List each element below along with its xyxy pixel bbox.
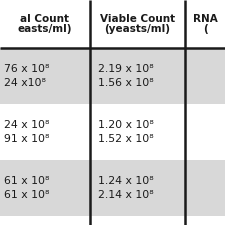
Bar xyxy=(0,48,225,104)
Text: 76 x 10⁸: 76 x 10⁸ xyxy=(4,65,49,74)
Text: 61 x 10⁸: 61 x 10⁸ xyxy=(4,189,49,200)
Text: (: ( xyxy=(203,25,207,34)
Bar xyxy=(0,160,225,216)
Text: 61 x 10⁸: 61 x 10⁸ xyxy=(4,176,49,187)
Text: 1.52 x 10⁸: 1.52 x 10⁸ xyxy=(98,133,154,144)
Text: 24 x 10⁸: 24 x 10⁸ xyxy=(4,121,49,130)
Text: 1.24 x 10⁸: 1.24 x 10⁸ xyxy=(98,176,154,187)
Text: RNA: RNA xyxy=(193,14,217,23)
Bar xyxy=(0,104,225,160)
Text: (yeasts/ml): (yeasts/ml) xyxy=(104,25,171,34)
Text: 2.19 x 10⁸: 2.19 x 10⁸ xyxy=(98,65,154,74)
Text: easts/ml): easts/ml) xyxy=(18,25,72,34)
Text: 24 x10⁸: 24 x10⁸ xyxy=(4,77,46,88)
Text: 1.56 x 10⁸: 1.56 x 10⁸ xyxy=(98,77,154,88)
Text: 1.20 x 10⁸: 1.20 x 10⁸ xyxy=(98,121,154,130)
Bar xyxy=(0,0,225,48)
Text: Viable Count: Viable Count xyxy=(100,14,175,23)
Text: al Count: al Count xyxy=(20,14,70,23)
Text: 2.14 x 10⁸: 2.14 x 10⁸ xyxy=(98,189,154,200)
Text: 91 x 10⁸: 91 x 10⁸ xyxy=(4,133,49,144)
